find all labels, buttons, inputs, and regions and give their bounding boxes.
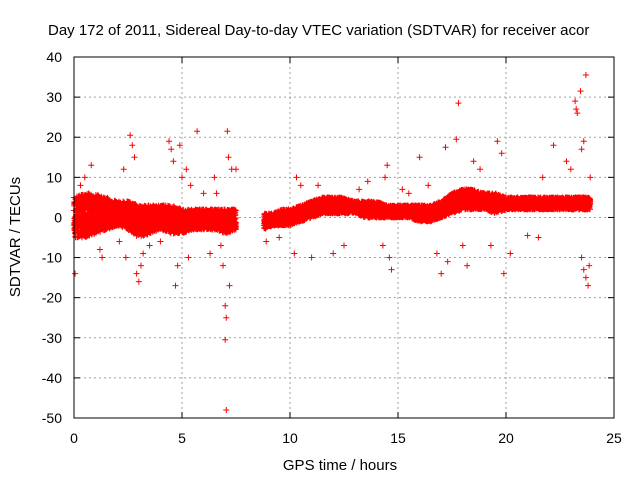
data-points bbox=[71, 72, 594, 413]
chart-title: Day 172 of 2011, Sidereal Day-to-day VTE… bbox=[48, 22, 589, 39]
grid-lines bbox=[73, 56, 615, 419]
